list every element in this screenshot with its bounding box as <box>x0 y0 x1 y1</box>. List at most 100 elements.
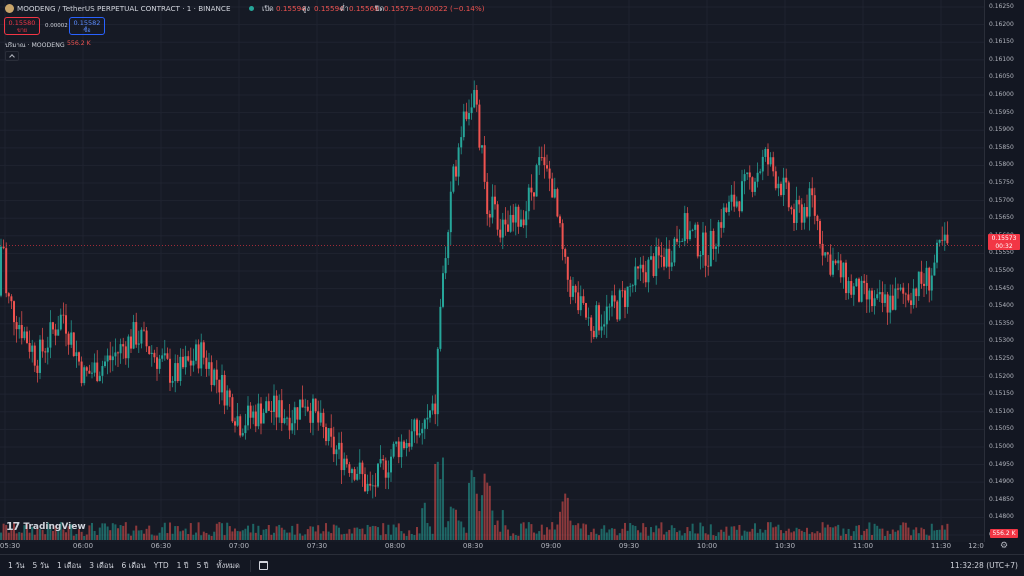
candle-body <box>715 246 717 249</box>
price-chart[interactable] <box>0 0 984 542</box>
candle-body <box>327 428 330 442</box>
volume-bar <box>403 533 405 540</box>
collapse-legend-button[interactable] <box>5 51 19 61</box>
candle-body <box>130 336 132 349</box>
volume-bar <box>564 493 567 540</box>
volume-bar <box>475 493 478 540</box>
volume-bar <box>275 526 278 540</box>
candle-body <box>369 483 372 486</box>
candle-body <box>228 390 231 398</box>
candle-body <box>275 395 278 418</box>
chart-settings-icon[interactable]: ⚙ <box>1000 541 1009 551</box>
candle-body <box>330 428 333 437</box>
price-axis[interactable]: 0.16250 0.16200 0.16150 0.16100 0.16050 0.160… <box>984 0 1024 542</box>
candle-body <box>85 367 88 371</box>
volume-bar <box>70 524 73 540</box>
volume-bar <box>322 531 325 540</box>
range-button[interactable]: 1 เดือน <box>57 560 82 570</box>
time-tick-label: 08:30 <box>462 542 484 550</box>
volume-bar <box>930 523 933 540</box>
range-button[interactable]: 1 วัน <box>8 560 25 570</box>
candle-body <box>306 406 309 411</box>
volume-bar <box>249 532 252 540</box>
candle-body <box>683 213 686 242</box>
volume-bar <box>325 523 327 540</box>
candle-body <box>444 258 447 274</box>
candle-body <box>501 219 504 238</box>
candle-body <box>689 230 691 240</box>
volume-legend-label[interactable]: ปริมาณ · MOODENG <box>5 42 65 49</box>
volume-bar <box>527 522 530 540</box>
volume-bar <box>559 511 561 540</box>
candle-body <box>215 369 218 380</box>
candle-body <box>340 442 343 471</box>
go-to-date-calendar-icon[interactable] <box>258 561 268 570</box>
volume-bar <box>460 521 463 540</box>
range-button[interactable]: 5 ปี <box>196 560 209 570</box>
candle-body <box>782 177 785 195</box>
time-axis[interactable]: 05:30 06:00 06:30 07:00 07:30 08:00 08:30 09:00… <box>0 542 984 552</box>
volume-bar <box>109 530 112 540</box>
candle-body <box>429 410 431 418</box>
candle-body <box>923 283 925 286</box>
volume-bar <box>353 527 356 540</box>
volume-bar <box>148 525 151 540</box>
candle-body <box>280 400 283 423</box>
range-button[interactable]: 6 เดือน <box>121 560 146 570</box>
chart-area[interactable]: MOODENG / TetherUS PERPETUAL CONTRACT · … <box>0 0 984 542</box>
candle-body <box>231 397 234 422</box>
volume-bar <box>135 525 138 540</box>
candle-body <box>712 230 715 249</box>
candle-body <box>899 287 902 290</box>
candle-body <box>470 107 473 114</box>
candle-body <box>819 221 821 244</box>
price-tick-label: 0.15550 <box>989 249 1014 257</box>
candle-body <box>361 462 364 475</box>
candle-body <box>582 296 585 304</box>
volume-bar <box>743 530 746 540</box>
volume-bar <box>31 526 34 540</box>
volume-bar <box>78 529 80 540</box>
candle-body <box>941 239 944 241</box>
candle-body <box>293 407 296 424</box>
range-button[interactable]: 3 เดือน <box>89 560 114 570</box>
volume-bar <box>676 532 678 540</box>
volume-bar <box>182 530 184 540</box>
candle-body <box>137 343 140 345</box>
candle-body <box>96 362 99 382</box>
candle-body <box>722 207 725 228</box>
volume-bar <box>392 524 395 540</box>
symbol-title[interactable]: MOODENG / TetherUS PERPETUAL CONTRACT · … <box>17 4 231 13</box>
range-buttons: 1 วัน 5 วัน 1 เดือน 3 เดือน 6 เดือน YTD 1 ปี 5 … <box>0 560 240 572</box>
candle-body <box>813 195 816 216</box>
price-tick-label: 0.16100 <box>989 55 1014 63</box>
volume-bar <box>223 535 226 540</box>
candle-body <box>278 400 281 418</box>
sell-button[interactable]: 0.15580 ขาย <box>4 17 40 35</box>
volume-bar <box>143 533 145 540</box>
range-button[interactable]: ทั้งหมด <box>216 560 240 570</box>
range-button[interactable]: 5 วัน <box>32 560 50 570</box>
volume-bar <box>517 535 520 540</box>
volume-bar <box>59 522 62 540</box>
buy-button[interactable]: 0.15582 ซื้อ <box>69 17 105 35</box>
candle-body <box>546 165 548 169</box>
clock-timezone[interactable]: 11:32:28 (UTC+7) <box>950 561 1018 570</box>
candle-body <box>821 243 824 256</box>
spread-value: 0.00002 <box>45 23 68 29</box>
candle-body <box>119 344 122 354</box>
volume-bar <box>317 525 320 540</box>
volume-bar <box>150 534 153 540</box>
candle-body <box>845 262 847 294</box>
volume-bar <box>925 534 928 540</box>
volume-bar <box>130 535 132 540</box>
candle-body <box>473 89 476 108</box>
volume-bar <box>163 522 166 540</box>
range-button[interactable]: 1 ปี <box>176 560 189 570</box>
price-tick-label: 0.15950 <box>989 108 1014 116</box>
range-button[interactable]: YTD <box>153 561 169 570</box>
candle-body <box>434 403 437 415</box>
volume-bar <box>910 535 912 540</box>
candle-body <box>832 260 834 275</box>
volume-bar <box>644 527 647 540</box>
